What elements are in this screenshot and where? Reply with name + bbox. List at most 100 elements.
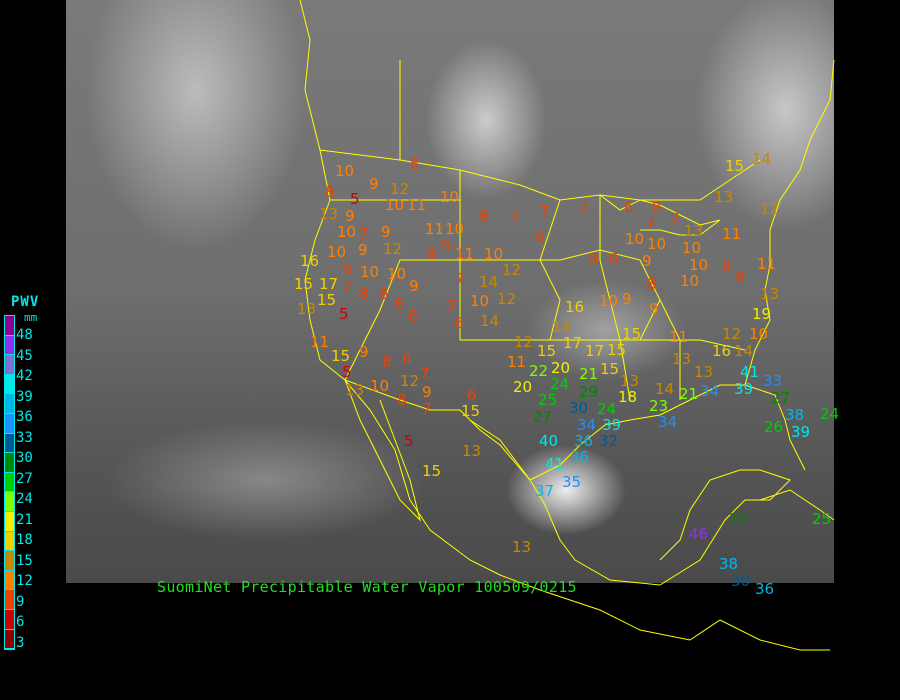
baja-coastline — [344, 379, 421, 522]
station-pwv-value: 8 — [722, 258, 732, 276]
station-pwv-value: 17 — [585, 342, 605, 360]
station-pwv-value: 13 — [694, 363, 714, 381]
station-pwv-value: 15 — [461, 402, 481, 420]
station-pwv-value: 29 — [579, 383, 599, 401]
legend-bin — [5, 413, 14, 434]
legend-tick: 18 — [16, 532, 33, 548]
station-pwv-value: 10 — [749, 325, 769, 343]
station-pwv-value: 19 — [752, 305, 772, 323]
station-pwv-value: 7 — [540, 203, 550, 221]
station-pwv-value: 46 — [689, 525, 709, 543]
station-pwv-value: 8 — [359, 285, 369, 303]
station-pwv-value: 25 — [538, 391, 558, 409]
station-pwv-value: 38 — [785, 406, 805, 424]
station-pwv-value: 12 — [722, 325, 742, 343]
station-pwv-value: 36 — [574, 432, 594, 450]
station-pwv-value: 15 — [607, 341, 627, 359]
station-pwv-value: 12 — [497, 290, 517, 308]
station-pwv-value: 15 — [317, 291, 337, 309]
station-pwv-value: 9 — [649, 300, 659, 318]
station-pwv-value: 13 — [319, 205, 339, 223]
legend-bin — [5, 453, 14, 473]
station-pwv-value: 40 — [539, 432, 559, 450]
station-pwv-value: 41 — [740, 363, 760, 381]
station-pwv-value: 10 — [327, 243, 347, 261]
station-pwv-value: 13 — [684, 222, 704, 240]
station-pwv-value: 12 — [383, 240, 403, 258]
station-pwv-value: 7 — [510, 208, 520, 226]
station-pwv-value: 12 — [514, 333, 534, 351]
station-pwv-value: 20 — [513, 378, 533, 396]
station-pwv-value: 9 — [369, 175, 379, 193]
station-pwv-value: 7 — [670, 210, 680, 228]
station-pwv-value: 6 — [467, 386, 477, 404]
station-pwv-value: 15 — [331, 347, 351, 365]
station-pwv-value: 34 — [577, 416, 597, 434]
station-pwv-value: 8 — [410, 155, 420, 173]
station-pwv-value: 10 — [387, 265, 407, 283]
station-pwv-value: 9 — [622, 290, 632, 308]
station-pwv-value: 14 — [552, 318, 572, 336]
station-pwv-value: 12 — [390, 180, 410, 198]
us-gulf-coast — [529, 384, 806, 481]
station-pwv-value: 11 — [669, 328, 689, 346]
legend-tick: 30 — [16, 450, 33, 466]
legend-bin — [5, 433, 14, 454]
legend-bin — [5, 551, 14, 571]
station-pwv-value: 10 — [680, 272, 700, 290]
station-pwv-value: 7 — [646, 214, 656, 232]
station-pwv-value: 17 — [319, 275, 339, 293]
legend-tick: 48 — [16, 327, 33, 343]
station-pwv-value: 10 — [445, 220, 465, 238]
station-pwv-value: 36 — [570, 448, 590, 466]
station-pwv-value: 9 — [642, 252, 652, 270]
legend-bin — [5, 472, 14, 493]
legend-title: PWV — [11, 294, 40, 310]
station-pwv-value: 35 — [562, 473, 582, 491]
station-pwv-value: 9 — [358, 241, 368, 259]
station-pwv-value: 13 — [760, 285, 780, 303]
station-pwv-value: 17 — [563, 334, 583, 352]
station-pwv-value: 11 — [425, 220, 445, 238]
station-pwv-value: 8 — [427, 245, 437, 263]
station-pwv-value: 10 — [689, 256, 709, 274]
station-pwv-value: 16 — [300, 252, 320, 270]
legend-tick: 33 — [16, 429, 33, 446]
station-pwv-value: 5 — [339, 305, 349, 323]
station-pwv-value: 7 — [579, 200, 589, 218]
station-pwv-value: 7 — [447, 297, 457, 315]
station-pwv-value: 38 — [719, 555, 739, 573]
station-pwv-value: 10 — [360, 263, 380, 281]
station-pwv-value: 15 — [725, 157, 745, 175]
us-canada-border — [319, 149, 761, 201]
legend-bin — [5, 511, 14, 532]
station-pwv-value: 24 — [820, 405, 840, 423]
station-pwv-value: 6 — [535, 228, 545, 246]
legend-tick: 9 — [16, 593, 25, 610]
state-line — [550, 339, 746, 351]
station-pwv-value: 6 — [609, 250, 619, 268]
station-pwv-value: 22 — [529, 362, 549, 380]
legend-bin — [5, 492, 14, 512]
station-pwv-value: 9 — [422, 383, 432, 401]
station-pwv-value: 13 — [672, 350, 692, 368]
legend-tick: 45 — [16, 347, 33, 364]
station-pwv-value: 13 — [345, 381, 365, 399]
cuba-coastline — [759, 489, 835, 521]
station-pwv-value: 27 — [729, 510, 749, 528]
station-pwv-value: 10 — [599, 292, 619, 310]
station-pwv-value: 7 — [342, 278, 352, 296]
great-lakes — [599, 194, 721, 236]
station-pwv-value: 7 — [420, 365, 430, 383]
station-pwv-value: 10 — [682, 239, 702, 257]
station-pwv-value: 24 — [550, 375, 570, 393]
station-pwv-value: 8 — [325, 183, 335, 201]
station-pwv-value: 10 — [335, 162, 355, 180]
state-line — [459, 170, 561, 341]
station-pwv-value: 24 — [597, 400, 617, 418]
station-pwv-value: 8 — [589, 250, 599, 268]
state-line — [659, 299, 681, 400]
legend-bin — [5, 316, 14, 336]
